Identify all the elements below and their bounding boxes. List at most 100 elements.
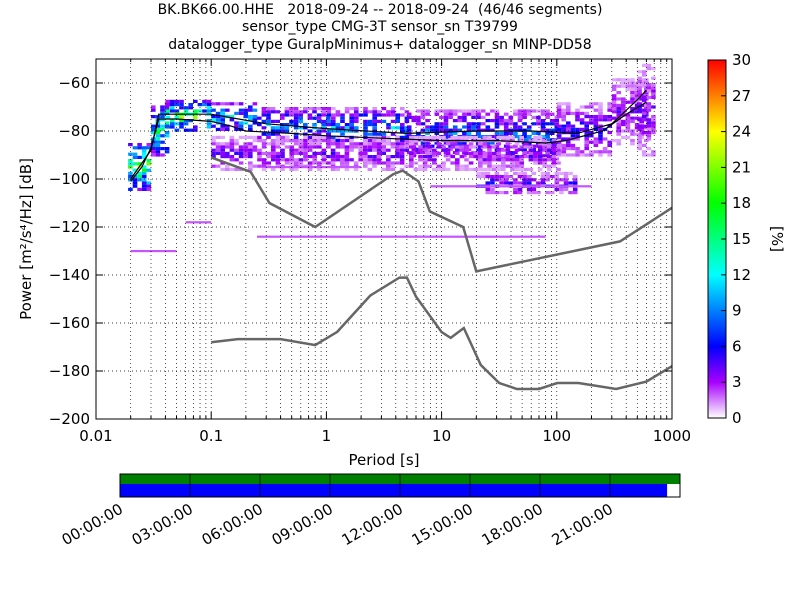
heat-cell <box>531 178 537 182</box>
heat-cell <box>363 158 368 162</box>
heat-cell <box>422 148 428 152</box>
heat-cell <box>381 142 386 146</box>
heat-cell <box>174 122 180 126</box>
heat-cell <box>519 139 524 143</box>
heat-cell <box>485 175 491 179</box>
heat-cell <box>275 135 281 139</box>
heat-cell <box>238 151 244 155</box>
heat-cell <box>572 187 578 191</box>
heat-cell <box>526 141 532 145</box>
heat-cell <box>575 147 580 151</box>
heat-cell <box>496 158 501 162</box>
heat-cell <box>468 161 474 165</box>
heat-cell <box>537 155 543 159</box>
heat-cell <box>294 167 299 171</box>
heat-cell <box>266 123 271 127</box>
heat-cell <box>646 108 652 112</box>
heat-cell <box>183 128 189 132</box>
heat-cell <box>390 161 396 165</box>
heat-cell <box>503 171 509 175</box>
heat-cell <box>503 112 509 116</box>
heat-cell <box>561 147 566 151</box>
heat-cell <box>602 115 608 119</box>
heat-cell <box>575 137 580 141</box>
heat-cell <box>248 148 253 152</box>
heat-cell <box>164 121 170 125</box>
heat-cell <box>409 151 414 155</box>
heat-cell <box>418 155 423 159</box>
heat-cell <box>400 139 405 143</box>
heat-cell <box>197 103 203 107</box>
heat-cell <box>349 145 354 149</box>
heat-cell <box>482 142 488 146</box>
heat-cell <box>349 113 354 117</box>
heat-cell <box>349 142 354 146</box>
heat-cell <box>271 145 276 149</box>
heat-cell <box>452 128 458 132</box>
heat-cell <box>271 148 276 152</box>
heat-cell <box>155 147 161 151</box>
timeline-tick-label: 18:00:00 <box>479 500 546 549</box>
heat-cell <box>261 164 267 168</box>
heat-cell <box>584 115 589 119</box>
heat-cell <box>225 164 230 168</box>
heat-cell <box>376 151 382 155</box>
heat-cell <box>316 116 322 120</box>
heat-cell <box>307 148 313 152</box>
heat-cell <box>641 73 647 77</box>
heat-cell <box>531 122 537 126</box>
heat-cell <box>531 171 537 175</box>
heat-cell <box>422 135 428 139</box>
heat-cell <box>436 167 442 171</box>
y-tick-label: −140 <box>49 266 90 284</box>
heat-cell <box>261 139 267 143</box>
heat-cell <box>335 151 340 155</box>
mean-line <box>130 101 647 182</box>
heat-cell <box>307 113 313 117</box>
heat-cell <box>434 112 440 116</box>
heat-cell <box>280 142 285 146</box>
heat-cell <box>607 153 612 157</box>
heat-cell <box>137 178 142 182</box>
heat-cell <box>575 108 580 112</box>
heat-cell <box>540 135 546 139</box>
heat-cell <box>229 145 235 149</box>
heat-cell <box>505 158 511 162</box>
heat-cell <box>513 144 518 148</box>
heat-cell <box>363 142 368 146</box>
heat-cell <box>275 145 281 149</box>
heat-cell <box>372 126 377 130</box>
x-tick-label: 10 <box>432 427 451 445</box>
heat-cell <box>238 148 244 152</box>
heat-cell <box>303 158 308 162</box>
heat-cell <box>275 139 281 143</box>
heat-cell <box>363 123 368 127</box>
heat-cell <box>584 134 589 138</box>
heat-cell <box>294 148 299 152</box>
heat-cell <box>165 125 170 129</box>
heat-cell <box>478 155 483 159</box>
heat-cell <box>307 139 313 143</box>
heat-cell <box>340 158 345 162</box>
heat-cell <box>275 158 281 162</box>
mode-line <box>130 89 647 180</box>
heat-cell <box>225 167 230 171</box>
heat-cell <box>406 125 412 129</box>
heat-cell <box>215 145 221 149</box>
heat-cell <box>238 145 244 149</box>
heat-cell <box>248 124 253 128</box>
heat-cell <box>367 148 373 152</box>
heat-cell <box>386 155 391 159</box>
heat-cell <box>476 112 481 116</box>
heat-cell <box>317 145 322 149</box>
heat-cell <box>344 151 350 155</box>
heat-cell <box>349 139 354 143</box>
x-tick-label: 0.1 <box>199 427 223 445</box>
heat-cell <box>517 119 523 123</box>
heat-cell <box>137 175 142 179</box>
heat-cell <box>307 167 313 171</box>
heat-cell <box>566 140 571 144</box>
heat-cell <box>566 137 571 141</box>
heat-cell <box>188 128 193 132</box>
